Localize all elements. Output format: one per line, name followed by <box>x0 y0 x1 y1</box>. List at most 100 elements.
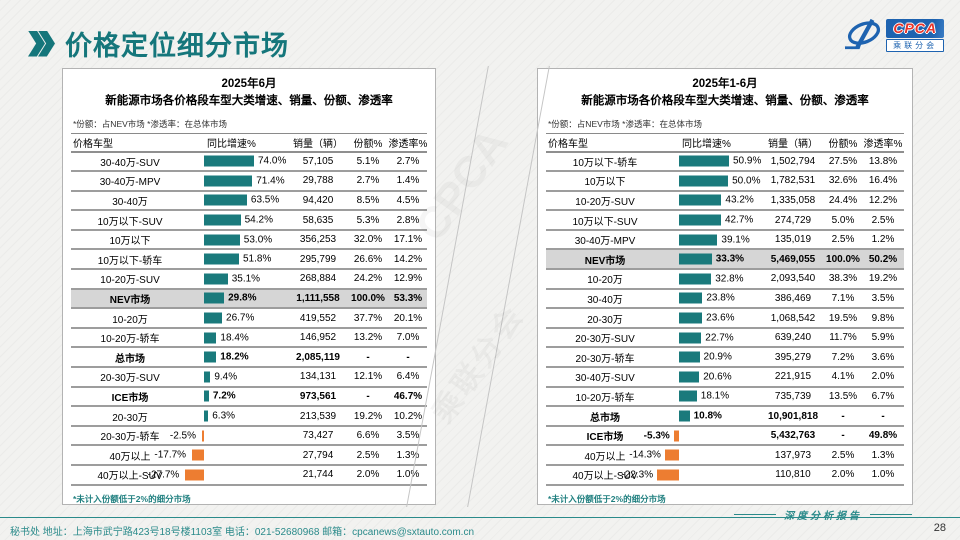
share-value: 7.1% <box>831 292 855 304</box>
sales-value: 5,432,763 <box>770 430 816 442</box>
table-row: 10-20万 419,552 37.7% 20.1% 26.7% <box>71 309 427 329</box>
sales-value: 2,085,119 <box>296 351 340 363</box>
penetration-value: 10.2% <box>393 410 423 422</box>
share-value: 5.3% <box>356 214 380 226</box>
growth-bar <box>679 371 700 383</box>
table-header: 价格车型 同比增速% 销量（辆） 份额% 渗透率% <box>546 134 904 153</box>
growth-value: 54.2% <box>244 214 273 226</box>
growth-value: 71.4% <box>256 175 285 187</box>
row-label: 20-30万 <box>112 412 148 424</box>
row-label: 10万以下-SUV <box>97 216 163 228</box>
share-value: 19.5% <box>828 312 858 324</box>
growth-bar <box>192 449 204 461</box>
row-label: 10-20万-轿车 <box>100 334 160 346</box>
footer-contact: 秘书处 地址：上海市武宁路423号18号楼1103室 电话：021-526809… <box>10 527 475 538</box>
penetration-value: 53.3% <box>393 292 423 304</box>
growth-bar <box>204 292 225 304</box>
share-value: 27.5% <box>828 155 858 167</box>
row-label: 10-20万-SUV <box>100 275 160 287</box>
growth-value: 63.5% <box>250 194 280 206</box>
growth-value: 10.8% <box>693 410 722 422</box>
cpca-swoosh-icon <box>845 18 881 50</box>
share-value: 5.1% <box>356 155 380 167</box>
sales-value: 5,469,055 <box>770 253 816 265</box>
table-row: 20-30万 1,068,542 19.5% 9.8% 23.6% <box>546 309 904 329</box>
sales-value: 73,427 <box>302 430 334 442</box>
penetration-value: 1.3% <box>396 449 420 461</box>
table-row: 30-40万-SUV 221,915 4.1% 2.0% 20.6% <box>546 368 904 388</box>
penetration-value: 12.2% <box>868 194 898 206</box>
growth-value: 7.2% <box>212 390 236 402</box>
sales-value: 1,335,058 <box>770 194 816 206</box>
table-row: 10万以下-SUV 58,635 5.3% 2.8% 54.2% <box>71 211 427 231</box>
sales-value: 134,131 <box>299 371 337 383</box>
growth-bar <box>673 430 679 442</box>
penetration-value: 3.5% <box>396 430 420 442</box>
share-value: 2.0% <box>356 469 380 481</box>
row-label: 20-30万-SUV <box>575 334 635 346</box>
growth-value: 26.7% <box>226 312 255 324</box>
sales-value: 419,552 <box>299 312 337 324</box>
growth-value: 6.3% <box>212 410 236 422</box>
table-row: NEV市场 1,111,558 100.0% 53.3% 29.8% <box>71 289 427 310</box>
share-value: - <box>366 390 370 402</box>
table-row: 30-40万-MPV 135,019 2.5% 1.2% 39.1% <box>546 231 904 251</box>
col-header-share: 份额% <box>828 138 858 150</box>
row-label: 30-40万 <box>587 294 623 306</box>
row-label: NEV市场 <box>584 255 626 267</box>
sales-value: 57,105 <box>302 155 334 167</box>
panel-title: 2025年1-6月 新能源市场各价格段车型大类增速、销量、份额、渗透率 <box>546 69 904 111</box>
row-label: ICE市场 <box>586 432 624 444</box>
sales-value: 639,240 <box>774 332 812 344</box>
sales-value: 386,469 <box>774 292 812 304</box>
growth-value: 51.8% <box>243 253 272 265</box>
growth-value: 35.1% <box>231 273 261 285</box>
share-value: 11.7% <box>829 332 857 344</box>
sales-value: 274,729 <box>774 214 812 226</box>
share-value: 12.1% <box>353 371 383 383</box>
row-label: 30-40万-SUV <box>575 373 635 385</box>
growth-bar <box>204 273 228 285</box>
penetration-value: 5.9% <box>871 332 895 344</box>
growth-value: 32.8% <box>715 273 744 285</box>
penetration-value: 13.8% <box>868 155 898 167</box>
sales-value: 135,019 <box>774 234 812 246</box>
growth-bar <box>679 312 703 324</box>
penetration-value: 19.2% <box>868 273 898 285</box>
penetration-value: 3.6% <box>871 351 895 363</box>
penetration-value: 1.4% <box>396 175 420 187</box>
growth-value: 20.6% <box>703 371 732 383</box>
sales-value: 110,810 <box>775 469 811 481</box>
table-row: 40万以上 137,973 2.5% 1.3% -14.3% <box>546 446 904 466</box>
growth-bar <box>679 194 722 206</box>
row-label: 40万以上-SUV <box>572 471 638 483</box>
tag-line-right <box>870 514 912 515</box>
row-label: 30-40万-MPV <box>574 236 636 248</box>
share-value: 37.7% <box>353 312 383 324</box>
row-label: 30-40万 <box>112 196 148 208</box>
panel-2025-06: 2025年6月 新能源市场各价格段车型大类增速、销量、份额、渗透率 *份额：占N… <box>62 68 436 505</box>
share-value: 5.0% <box>831 214 855 226</box>
share-value: 26.6% <box>353 253 383 265</box>
share-value: 100.0% <box>351 292 385 304</box>
sales-value: 1,502,794 <box>770 155 816 167</box>
table-row: 40万以上-SUV 110,810 2.0% 1.0% -22.3% <box>546 466 904 486</box>
table-row: 总市场 10,901,818 - - 10.8% <box>546 407 904 427</box>
share-value: - <box>366 351 370 363</box>
share-value: 13.5% <box>828 390 858 402</box>
growth-value: 18.1% <box>700 390 730 402</box>
sales-value: 21,744 <box>302 469 334 481</box>
row-label: 10万以下 <box>109 236 151 248</box>
growth-bar <box>679 155 729 167</box>
share-value: 24.4% <box>828 194 858 206</box>
sales-value: 27,794 <box>302 449 334 461</box>
growth-bar <box>679 234 718 246</box>
share-value: 2.5% <box>831 449 855 461</box>
col-header-penetration: 渗透率% <box>863 138 903 150</box>
sales-value: 1,068,542 <box>770 312 816 324</box>
growth-bar <box>202 430 204 442</box>
growth-bar <box>204 175 253 187</box>
table-row: ICE市场 973,561 - 46.7% 7.2% <box>71 388 427 408</box>
row-label: 10-20万 <box>112 314 148 326</box>
row-label: 10万以下-轿车 <box>97 255 163 267</box>
